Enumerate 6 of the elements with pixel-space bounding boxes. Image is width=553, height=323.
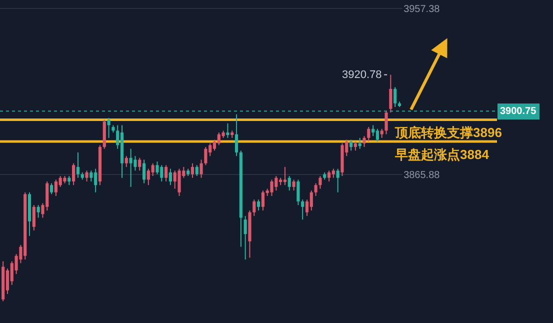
ref-line-label: 3900.75 <box>500 106 537 117</box>
y-tick-label: 3865.88 <box>404 170 440 181</box>
ref-line-label: 早盘起涨点3884 <box>394 147 490 162</box>
annotation: 3920.78 <box>342 69 382 81</box>
y-tick-label: 3957.38 <box>404 4 440 15</box>
ref-line-label: 顶底转换支撑3896 <box>394 125 502 140</box>
